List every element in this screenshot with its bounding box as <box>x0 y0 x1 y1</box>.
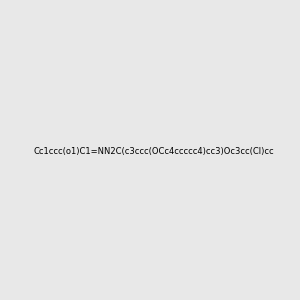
Text: Cc1ccc(o1)C1=NN2C(c3ccc(OCc4ccccc4)cc3)Oc3cc(Cl)cc: Cc1ccc(o1)C1=NN2C(c3ccc(OCc4ccccc4)cc3)O… <box>33 147 274 156</box>
